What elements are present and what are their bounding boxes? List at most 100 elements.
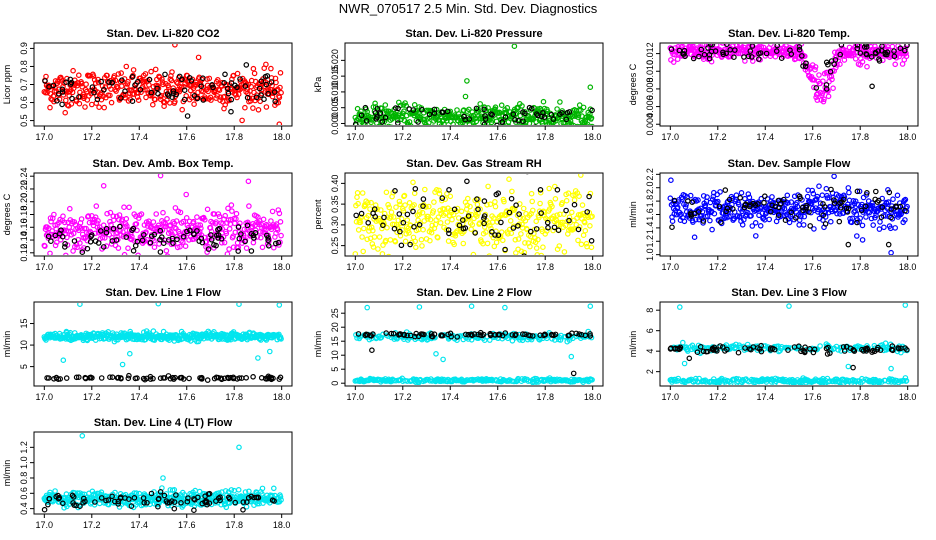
data-point-sample bbox=[800, 207, 806, 214]
data-point-reference bbox=[484, 240, 491, 247]
data-point-reference bbox=[70, 67, 76, 74]
data-point-sample bbox=[872, 188, 879, 195]
data-point-reference bbox=[481, 224, 488, 230]
data-point-reference bbox=[758, 195, 765, 202]
data-point-sample bbox=[243, 62, 250, 68]
data-point-sample bbox=[843, 205, 850, 212]
data-point-sample bbox=[776, 204, 782, 211]
y-tick-label: 4 bbox=[645, 349, 655, 354]
data-point-reference bbox=[163, 248, 170, 254]
y-tick-label: 0.40 bbox=[330, 175, 340, 193]
data-point-reference bbox=[276, 303, 283, 308]
data-point-reference bbox=[277, 84, 283, 91]
data-point-reference bbox=[462, 93, 469, 100]
data-point-sample bbox=[720, 51, 727, 58]
data-point-reference bbox=[123, 63, 130, 70]
data-point-reference bbox=[359, 234, 365, 240]
chart-title: Stan. Dev. Line 2 Flow bbox=[416, 287, 532, 299]
data-point-reference bbox=[100, 93, 106, 100]
data-point-sample bbox=[391, 225, 398, 232]
data-point-sample bbox=[787, 47, 793, 54]
data-point-sample bbox=[889, 343, 896, 349]
data-point-reference bbox=[121, 204, 127, 211]
data-point-sample bbox=[372, 213, 379, 220]
data-point-reference bbox=[268, 218, 274, 224]
data-point-sample bbox=[355, 331, 362, 337]
data-point-reference bbox=[384, 224, 390, 231]
data-point-reference bbox=[50, 93, 57, 100]
data-point-reference bbox=[251, 70, 258, 77]
data-point-reference bbox=[233, 92, 239, 98]
data-point-reference bbox=[170, 241, 177, 247]
y-tick-label: 0.008 bbox=[645, 78, 655, 101]
data-point-reference bbox=[587, 190, 594, 197]
data-point-reference bbox=[88, 90, 95, 97]
data-point-sample bbox=[439, 109, 445, 116]
data-point-reference bbox=[180, 218, 187, 225]
data-point-reference bbox=[834, 210, 840, 217]
data-point-sample bbox=[54, 98, 60, 104]
data-point-sample bbox=[176, 73, 183, 80]
data-point-reference bbox=[276, 210, 283, 217]
data-point-reference bbox=[455, 215, 462, 221]
data-point-sample bbox=[251, 235, 257, 241]
data-point-sample bbox=[474, 196, 480, 202]
data-point-sample bbox=[266, 374, 272, 381]
data-point-reference bbox=[576, 193, 582, 200]
data-point-reference bbox=[205, 243, 212, 250]
data-point-sample bbox=[365, 220, 372, 226]
x-tick-label: 17.8 bbox=[851, 262, 869, 272]
data-point-sample bbox=[460, 225, 467, 232]
data-point-reference bbox=[849, 215, 856, 222]
data-point-sample bbox=[864, 190, 870, 196]
data-point-sample bbox=[538, 210, 545, 216]
data-point-reference bbox=[587, 303, 594, 310]
data-point-sample bbox=[482, 113, 488, 119]
data-point-reference bbox=[433, 187, 440, 193]
data-point-sample bbox=[737, 195, 744, 201]
data-point-reference bbox=[512, 111, 519, 118]
data-point-reference bbox=[430, 208, 437, 214]
data-point-reference bbox=[161, 103, 167, 110]
data-point-reference bbox=[100, 183, 107, 189]
points-group bbox=[41, 433, 284, 513]
data-point-reference bbox=[562, 124, 567, 125]
data-point-reference bbox=[365, 212, 372, 219]
data-point-reference bbox=[133, 490, 140, 496]
data-point-reference bbox=[68, 101, 75, 107]
data-point-reference bbox=[578, 241, 585, 248]
data-point-sample bbox=[477, 332, 484, 338]
data-point-reference bbox=[405, 121, 412, 125]
data-point-reference bbox=[518, 248, 525, 255]
data-point-reference bbox=[235, 244, 242, 251]
data-point-sample bbox=[506, 209, 513, 216]
data-point-reference bbox=[385, 201, 391, 208]
data-point-sample bbox=[69, 95, 75, 102]
data-point-reference bbox=[243, 245, 250, 251]
data-point-reference bbox=[191, 101, 197, 108]
data-point-sample bbox=[869, 83, 875, 90]
data-point-reference bbox=[877, 219, 883, 225]
data-point-reference bbox=[382, 102, 389, 108]
data-point-reference bbox=[449, 216, 455, 223]
data-point-reference bbox=[892, 61, 899, 68]
data-point-sample bbox=[397, 331, 404, 338]
data-point-reference bbox=[574, 133, 578, 137]
points-group bbox=[667, 303, 910, 385]
data-point-sample bbox=[191, 231, 197, 237]
data-point-reference bbox=[388, 209, 395, 216]
data-point-sample bbox=[114, 375, 121, 381]
data-point-sample bbox=[806, 209, 812, 215]
data-point-reference bbox=[460, 240, 467, 247]
data-point-reference bbox=[397, 201, 403, 208]
data-point-reference bbox=[450, 211, 457, 218]
data-point-sample bbox=[411, 333, 418, 340]
data-point-reference bbox=[416, 209, 423, 215]
data-point-reference bbox=[366, 225, 373, 231]
x-tick-label: 17.6 bbox=[178, 132, 196, 142]
data-point-reference bbox=[903, 53, 910, 60]
data-point-reference bbox=[752, 233, 759, 239]
data-point-reference bbox=[520, 132, 524, 136]
data-point-reference bbox=[368, 129, 372, 133]
data-point-sample bbox=[454, 334, 461, 340]
